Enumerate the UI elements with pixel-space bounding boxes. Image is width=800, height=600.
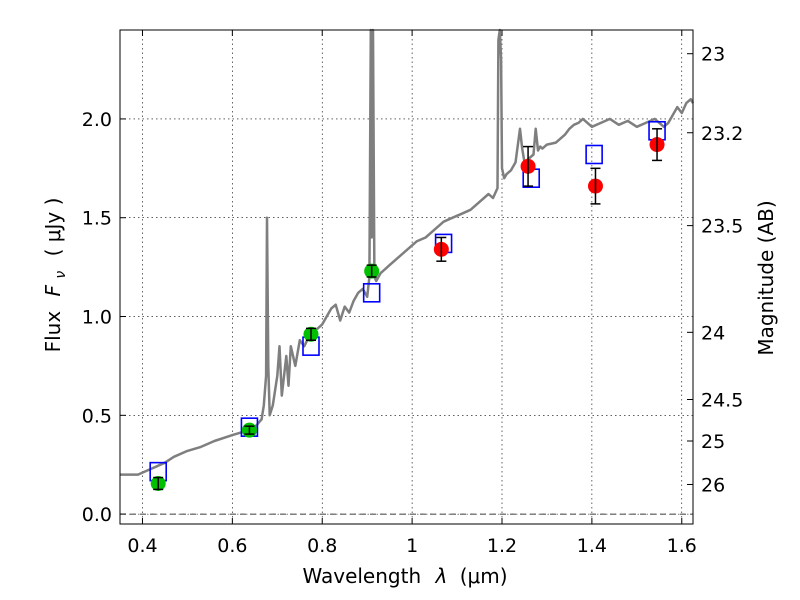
y2-tick-label: 23	[701, 44, 725, 66]
x-tick-label: 0.4	[127, 535, 157, 557]
y-axis-unit: ( μJy )	[41, 198, 65, 257]
y-axis-subscript: ν	[53, 271, 69, 279]
y2-axis-label: Magnitude (AB)	[754, 200, 778, 355]
y2-tick-label: 23.2	[701, 123, 743, 145]
y-tick-label: 1.5	[82, 208, 112, 230]
x-tick-label: 1	[406, 535, 418, 557]
y-axis-symbol: F	[41, 284, 65, 296]
marker-layer	[149, 120, 666, 491]
x-tick-label: 0.8	[307, 535, 337, 557]
y2-tick-label: 24	[701, 322, 725, 344]
spectrum-layer	[120, 28, 695, 476]
x-tick-label: 1.2	[487, 535, 517, 557]
y-tick-label: 1.0	[82, 307, 112, 329]
x-axis-unit: (μm)	[460, 564, 508, 588]
x-tick-label: 1.6	[667, 535, 697, 557]
x-axis-symbol: λ	[435, 564, 448, 588]
y2-tick-label: 23.5	[701, 216, 743, 238]
x-axis-label-text: Wavelength	[302, 564, 421, 588]
y2-tick-label: 26	[701, 474, 725, 496]
y2-tick-label: 25	[701, 431, 725, 453]
y-tick-label: 0.0	[82, 504, 112, 526]
plot-frame	[119, 29, 694, 525]
x-tick-label: 1.4	[577, 535, 607, 557]
model-photometry-square	[362, 283, 381, 303]
grid-layer	[120, 30, 693, 524]
y-tick-label: 2.0	[82, 109, 112, 131]
tick-layer: 0.4 0.6 0.8 1 1.2 1.4 1.6 0.0 0.5 1.0 1.5 2.0 23 23.2…	[82, 30, 743, 557]
x-tick-label: 0.6	[217, 535, 247, 557]
y-axis-label-text: Flux	[41, 311, 65, 353]
model-spectrum-line	[120, 28, 695, 476]
y-tick-label: 0.5	[82, 405, 112, 427]
model-photometry-square	[585, 144, 603, 165]
y2-tick-label: 24.5	[701, 390, 743, 412]
y-axis-label: Flux F ν ( μJy )	[41, 198, 70, 353]
x-axis-label: Wavelength λ (μm)	[302, 564, 507, 588]
